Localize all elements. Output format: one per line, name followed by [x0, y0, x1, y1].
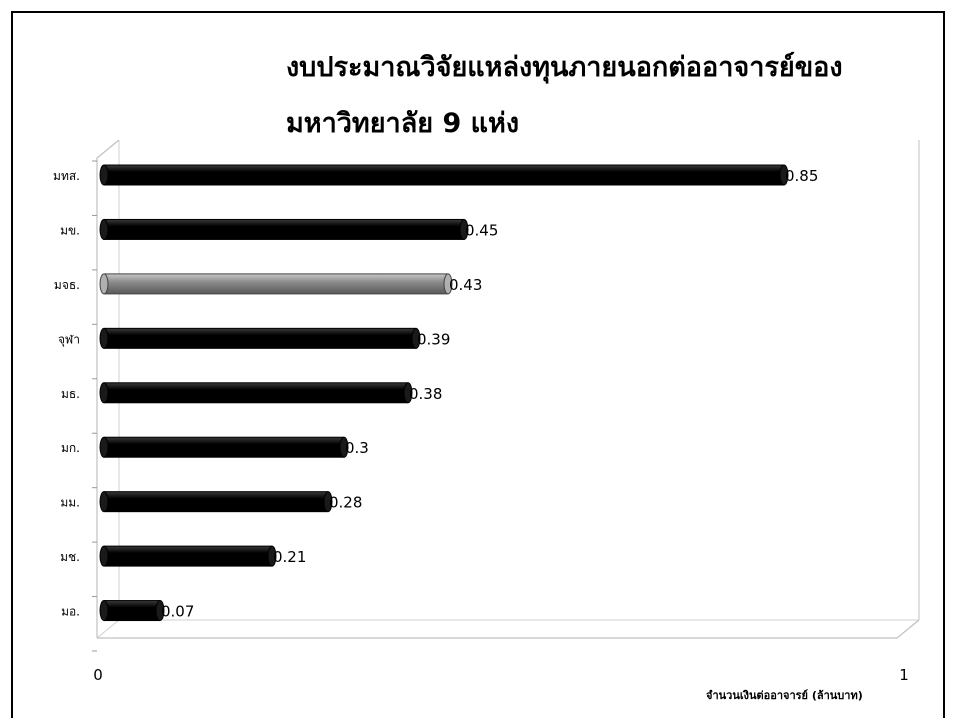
bar-left-cap — [99, 218, 109, 240]
category-label-จุฬา: จุฬา — [58, 332, 80, 347]
category-label-มช.: มช. — [60, 550, 80, 564]
bar-left-cap — [99, 491, 109, 513]
bar-left-cap — [99, 545, 109, 567]
data-label-มข.: 0.45 — [465, 221, 498, 239]
bar-มม. — [103, 491, 329, 513]
bar-right-cap — [779, 164, 789, 186]
bar-มช. — [103, 545, 273, 567]
bar-มอ. — [103, 600, 161, 622]
bar-left-cap — [99, 382, 109, 404]
bar-มทส. — [103, 164, 785, 186]
category-label-มก.: มก. — [61, 441, 80, 455]
bar-left-cap — [99, 273, 109, 295]
x-tick-label-1: 1 — [899, 666, 909, 684]
category-label-มม.: มม. — [60, 496, 80, 510]
bar-right-cap — [267, 545, 277, 567]
back-wall-left — [96, 139, 120, 638]
bar-มธ. — [103, 382, 409, 404]
x-tick-label-0: 0 — [93, 666, 103, 684]
chart-title: งบประมาณวิจัยแหล่งทุนภายนอกต่ออาจารย์ของ… — [286, 40, 926, 152]
bar-right-cap — [411, 327, 421, 349]
floor-front-edge — [97, 619, 920, 639]
bar-right-cap — [339, 436, 349, 458]
data-label-มธ.: 0.38 — [409, 385, 442, 403]
data-label-มทส.: 0.85 — [785, 167, 818, 185]
bar-มก. — [103, 436, 345, 458]
bar-จุฬา — [103, 327, 417, 349]
category-label-มจธ.: มจธ. — [54, 278, 80, 292]
category-label-มข.: มข. — [60, 223, 80, 237]
bar-right-cap — [459, 218, 469, 240]
bars — [99, 164, 789, 622]
category-label-มอ.: มอ. — [61, 605, 80, 619]
bar-right-cap — [443, 273, 453, 295]
bar-left-cap — [99, 164, 109, 186]
category-label-มทส.: มทส. — [53, 169, 80, 183]
data-label-มจธ.: 0.43 — [449, 276, 482, 294]
bar-left-cap — [99, 600, 109, 622]
bar-มจธ. — [103, 273, 449, 295]
bar-left-cap — [99, 436, 109, 458]
bar-มข. — [103, 218, 465, 240]
data-label-จุฬา: 0.39 — [417, 330, 450, 348]
bar-right-cap — [403, 382, 413, 404]
bar-right-cap — [323, 491, 333, 513]
data-label-มช.: 0.21 — [273, 548, 306, 566]
data-label-มก.: 0.3 — [345, 439, 369, 457]
category-label-มธ.: มธ. — [61, 387, 80, 401]
chart-title-line-2: มหาวิทยาลัย 9 แห่ง — [286, 108, 520, 139]
x-axis-label: จำนวนเงินต่ออาจารย์ (ล้านบาท) — [706, 689, 863, 702]
labels: มทส. 0.85 มข. 0.45 มจธ. 0.43 จุฬา 0.39 มธ. 0.38 มก… — [53, 167, 909, 684]
bar-left-cap — [99, 327, 109, 349]
chart-title-line-1: งบประมาณวิจัยแหล่งทุนภายนอกต่ออาจารย์ของ — [286, 52, 843, 83]
bar-right-cap — [155, 600, 165, 622]
data-label-มม.: 0.28 — [329, 494, 362, 512]
data-label-มอ.: 0.07 — [161, 603, 194, 621]
slide-frame — [11, 11, 945, 718]
